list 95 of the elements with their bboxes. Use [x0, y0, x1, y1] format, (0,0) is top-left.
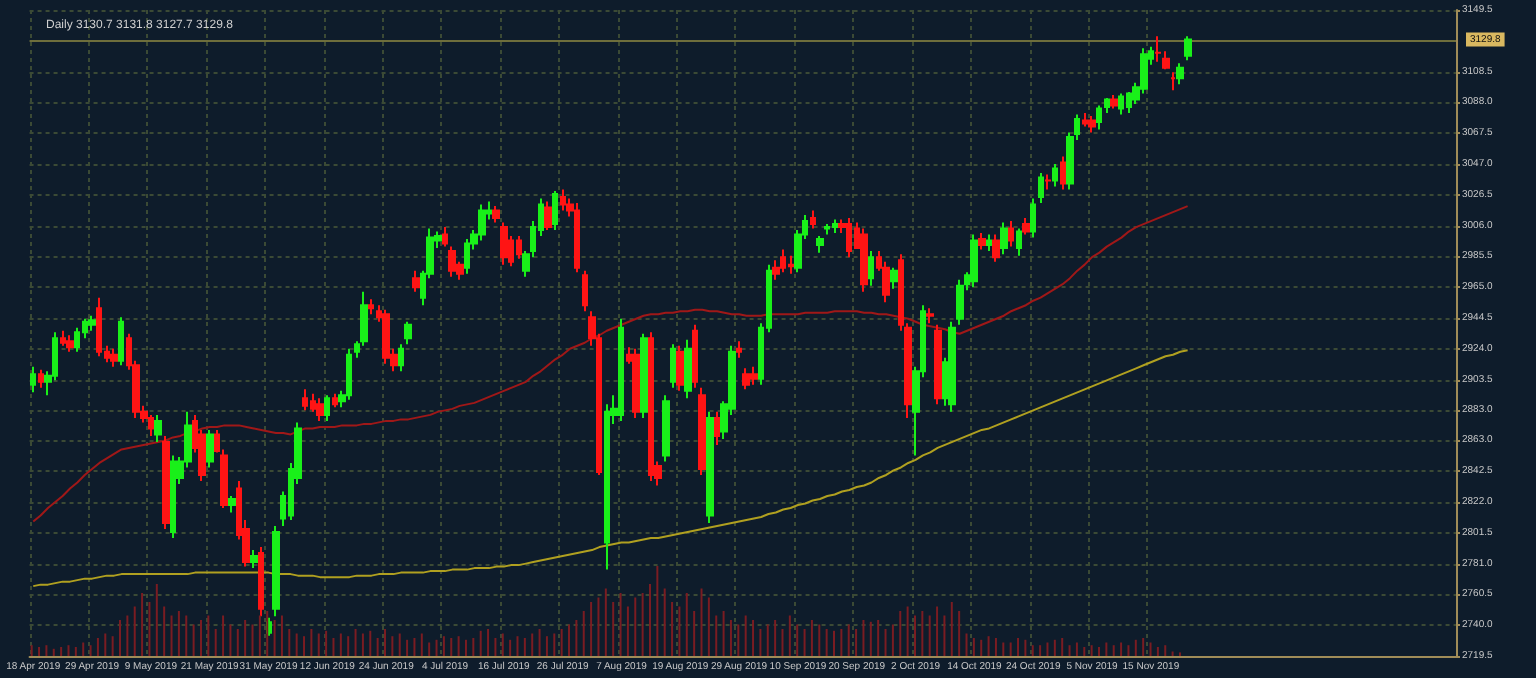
candlestick [74, 326, 80, 353]
candlestick [832, 218, 838, 235]
line-series [32, 349, 1189, 588]
candlestick [618, 317, 624, 422]
candlestick [926, 307, 934, 325]
candlestick [1038, 172, 1044, 205]
candlestick [714, 410, 720, 446]
candlestick [934, 323, 942, 406]
candlestick [448, 245, 456, 278]
candlestick [96, 296, 102, 358]
candlestick [1052, 162, 1058, 188]
candlestick [810, 209, 816, 230]
candlestick [1170, 71, 1176, 92]
candlestick [118, 316, 124, 367]
candlestick [110, 347, 118, 368]
candlestick [1176, 62, 1184, 86]
candlestick [970, 233, 978, 289]
candlestick [492, 205, 500, 224]
candlestick [1030, 197, 1036, 239]
candlestick [1008, 220, 1014, 248]
candlestick [978, 232, 986, 251]
candlestick [170, 454, 176, 540]
candlestick [788, 254, 794, 275]
candlestick [750, 365, 758, 386]
candlestick [992, 233, 1000, 263]
line-series [32, 205, 1189, 523]
candlestick [560, 188, 566, 212]
candlestick [346, 347, 352, 401]
candlestick [890, 266, 898, 290]
candlestick [676, 344, 684, 392]
candlestick [948, 320, 956, 413]
candlestick [1060, 155, 1066, 191]
candlestick [1154, 35, 1162, 63]
candlestick [640, 332, 648, 419]
candlestick [824, 223, 830, 236]
candlestick [670, 343, 676, 389]
candlestick [780, 248, 786, 274]
candlestick [552, 190, 558, 232]
candlestick [736, 340, 742, 359]
candlestick [154, 413, 162, 443]
candlestick [464, 238, 470, 275]
candlestick [1016, 227, 1022, 257]
candlestick [516, 235, 522, 260]
candlestick [544, 200, 552, 232]
candlestick [684, 338, 692, 400]
candlestick [272, 525, 280, 618]
candlestick [956, 278, 964, 326]
candlestick [1184, 35, 1192, 62]
candlestick [316, 397, 324, 422]
candlestick [302, 388, 308, 412]
candlestick [632, 347, 640, 419]
candlestick [1126, 90, 1132, 114]
candlestick [228, 495, 236, 514]
candlestick [404, 320, 412, 346]
candlestick [148, 413, 154, 437]
candlestick [332, 392, 338, 409]
candlestick [868, 250, 874, 287]
candlestick [582, 269, 588, 313]
candlestick [574, 202, 580, 274]
candlestick [1088, 114, 1096, 134]
candlestick [1044, 173, 1052, 191]
candlestick [698, 386, 706, 476]
candlestick [816, 235, 824, 254]
candlestick [412, 269, 420, 293]
candlestick [38, 368, 44, 389]
candlestick [88, 314, 96, 332]
candlestick [442, 226, 448, 248]
candlestick [1000, 221, 1008, 256]
candlestick [1022, 217, 1030, 236]
candlestick [478, 203, 486, 242]
candlestick [162, 434, 170, 531]
candlestick [742, 367, 750, 391]
candlestick [986, 233, 992, 253]
candlestick [206, 428, 214, 469]
candlestick [860, 227, 868, 293]
candlestick [324, 394, 330, 422]
candlestick [30, 365, 36, 394]
candlestick [1096, 104, 1102, 131]
candlestick [604, 403, 610, 571]
candlestick [250, 549, 258, 570]
candlestick [662, 394, 670, 463]
candlestick [648, 331, 654, 482]
candlestick [692, 323, 698, 389]
candlestick [398, 343, 404, 373]
candlestick [310, 392, 316, 413]
candlestick [1110, 93, 1118, 110]
candlestick [368, 298, 374, 316]
candlestick [1082, 111, 1088, 128]
candlestick [1118, 92, 1124, 116]
candlestick [500, 221, 508, 266]
candlestick [846, 217, 852, 259]
candlestick [66, 334, 74, 353]
candlestick [60, 329, 66, 347]
candlestick [382, 308, 390, 365]
candlestick [706, 410, 714, 525]
